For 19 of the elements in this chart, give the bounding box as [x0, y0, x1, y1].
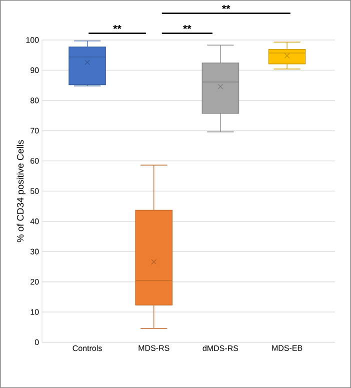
y-tick-label: 50	[30, 188, 39, 194]
y-tick-label: 70	[30, 128, 39, 134]
y-tick-label: 30	[30, 248, 39, 254]
y-axis-title: % of CD34 positive Cells	[16, 140, 26, 242]
x-tick-label: Controls	[72, 345, 102, 352]
x-tick-label: MDS-EB	[272, 345, 302, 351]
x-tick-label: MDS-RS	[138, 345, 170, 351]
y-tick-label: 80	[30, 98, 39, 104]
y-tick-label: 0	[34, 339, 39, 346]
text: **	[183, 25, 192, 30]
y-tick-label: 20	[30, 278, 39, 285]
y-tick-label: 40	[30, 218, 39, 224]
y-tick-label: 10	[30, 309, 39, 315]
text: **	[222, 5, 230, 10]
x-tick-label: dMDS-RS	[202, 345, 238, 352]
y-tick-label: 100	[26, 37, 39, 43]
y-tick-label: 60	[30, 158, 39, 164]
y-tick-label: 90	[30, 67, 39, 74]
text: **	[113, 25, 122, 30]
